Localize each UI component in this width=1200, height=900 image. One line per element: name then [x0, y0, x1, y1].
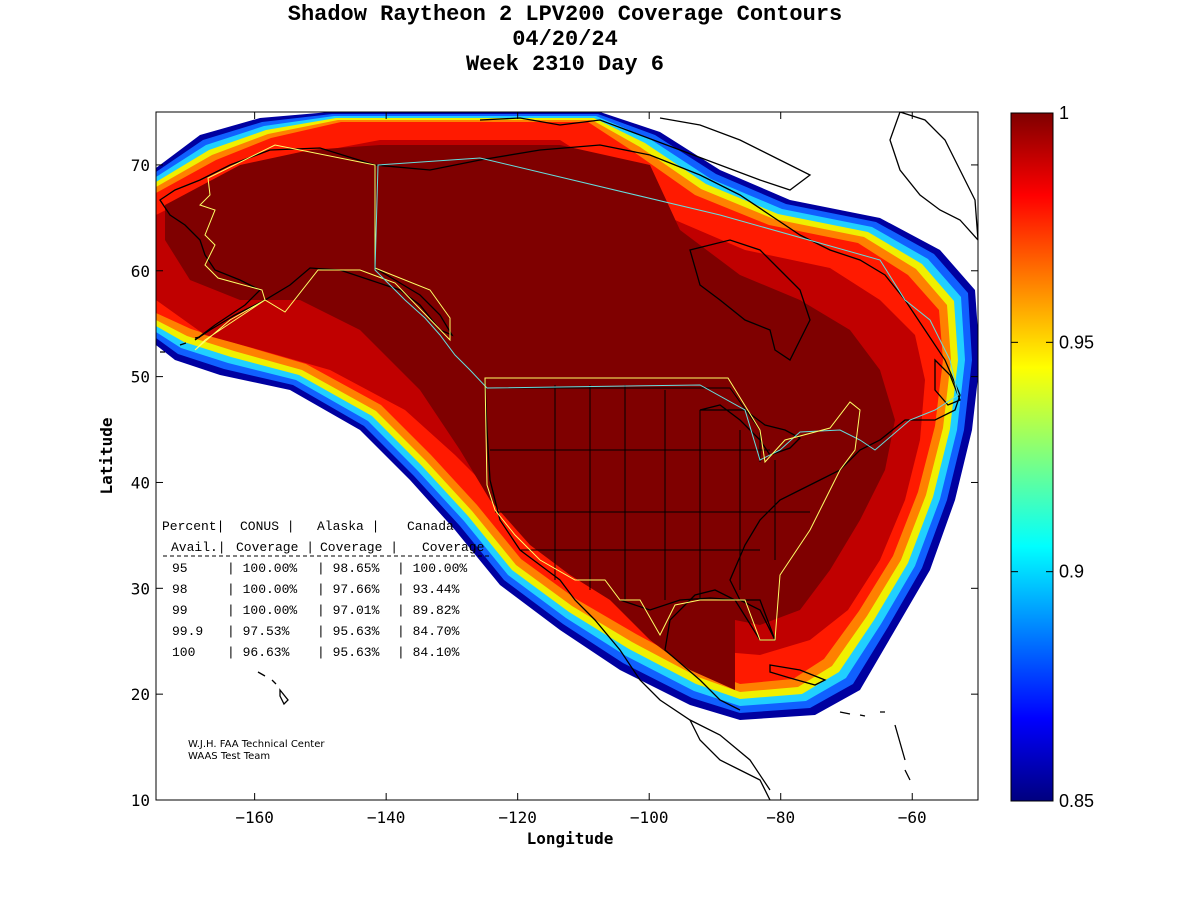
table-header-row-2: Avail.| Coverage | Coverage | Coverage: [171, 540, 484, 555]
x-tick-label: −100: [630, 808, 669, 827]
table-row: 98 | 100.00% | 97.66% | 93.44%: [172, 582, 460, 597]
x-tick-label: −120: [498, 808, 537, 827]
colorbar-tick-label: 1: [1059, 103, 1069, 123]
coverage-table: Percent| CONUS | Alaska | Canada Avail.| Cov…: [162, 519, 490, 660]
x-axis-label: Longitude: [527, 829, 614, 848]
coverage-contours: [156, 112, 978, 720]
y-tick-label: 40: [131, 473, 150, 492]
mexico-gulf: [619, 597, 776, 641]
table-row: 95 | 100.00% | 98.65% | 100.00%: [172, 561, 467, 576]
us-west-coast: [484, 379, 771, 791]
canada-coast: [374, 144, 961, 711]
conus-outline: [484, 377, 861, 641]
colorbar-tick-label: 0.9: [1059, 562, 1084, 582]
credit-line-2: WAAS Test Team: [188, 751, 270, 762]
service-area-outlines: [194, 144, 959, 641]
table-header-row-1: Percent| CONUS | Alaska | Canada: [162, 519, 454, 534]
y-axis-label: Latitude: [97, 417, 116, 494]
greenland: [889, 112, 978, 241]
table-row: 99 | 100.00% | 97.01% | 89.82%: [172, 603, 460, 618]
y-tick-label: 50: [131, 368, 150, 387]
state-borders: [485, 385, 810, 600]
y-tick-label: 70: [131, 156, 150, 175]
arctic-islands: [479, 117, 812, 191]
colorbar-ticks: 1 0.95 0.9 0.85: [1011, 103, 1094, 811]
central-america: [689, 719, 771, 800]
colorbar: [1010, 112, 1054, 802]
x-tick-label: −80: [766, 808, 795, 827]
alaska-outline: [194, 144, 451, 351]
newfoundland: [934, 358, 961, 406]
contour-core-full-availability: [165, 145, 895, 690]
x-tick-label: −160: [235, 808, 274, 827]
x-tick-label: −140: [367, 808, 406, 827]
plot-frame: [155, 111, 979, 801]
y-tick-label: 60: [131, 262, 150, 281]
table-row: 100 | 96.63% | 95.63% | 84.10%: [172, 645, 460, 660]
cuba: [769, 664, 827, 686]
chart-week: Week 2310 Day 6: [465, 52, 665, 77]
hawaii: [257, 671, 289, 706]
x-axis: −160 −140 −120 −100 −80 −60: [235, 112, 927, 827]
colorbar-tick-label: 0.85: [1059, 791, 1094, 811]
colorbar-tick-label: 0.95: [1059, 332, 1094, 352]
credit-line-1: W.J.H. FAA Technical Center: [188, 739, 325, 750]
y-tick-label: 10: [131, 791, 150, 810]
aleutians: [160, 336, 201, 353]
table-rows: 95 | 100.00% | 98.65% | 100.00% 98 | 100.00% |…: [172, 561, 467, 660]
y-tick-label: 30: [131, 579, 150, 598]
table-row: 99.9 | 97.53% | 95.63% | 84.70%: [172, 624, 460, 639]
hudson-bay: [689, 239, 811, 361]
x-tick-label: −60: [898, 808, 927, 827]
y-tick-label: 20: [131, 685, 150, 704]
chart-title: Shadow Raytheon 2 LPV200 Coverage Contou…: [287, 2, 843, 27]
great-lakes: [699, 404, 802, 456]
caribbean-islands: [839, 711, 911, 781]
chart-date: 04/20/24: [512, 27, 618, 52]
y-axis: 10 20 30 40 50 60 70: [131, 156, 978, 810]
